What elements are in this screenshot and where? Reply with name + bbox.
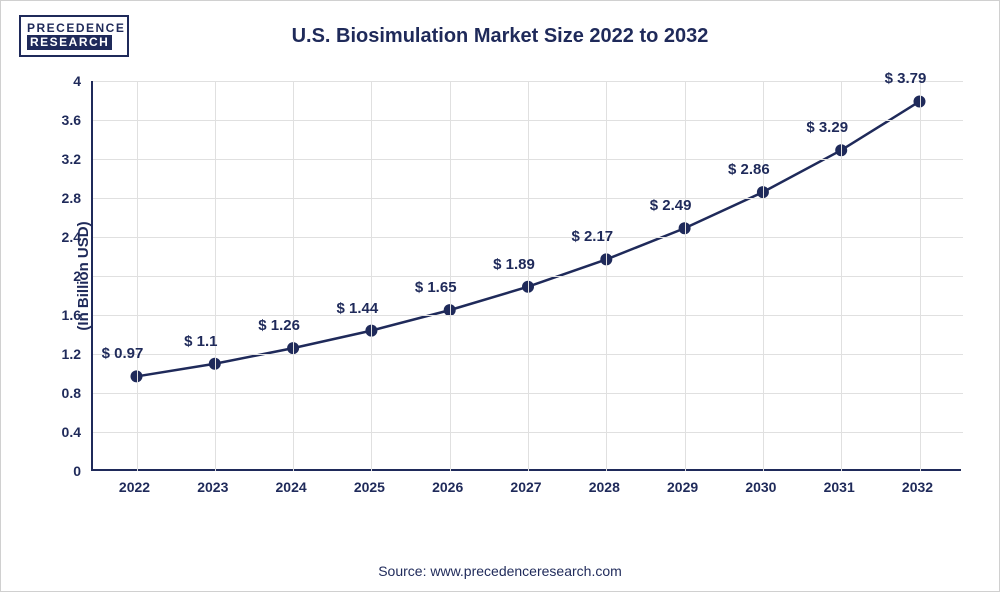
gridline-vertical — [137, 81, 138, 471]
y-tick-label: 0 — [41, 463, 81, 479]
gridline-vertical — [841, 81, 842, 471]
y-tick-label: 0.8 — [41, 385, 81, 401]
x-tick-label: 2023 — [183, 479, 243, 495]
gridline-vertical — [685, 81, 686, 471]
x-tick-label: 2027 — [496, 479, 556, 495]
source-attribution: Source: www.precedenceresearch.com — [1, 563, 999, 579]
x-tick-label: 2026 — [418, 479, 478, 495]
data-point-label: $ 1.89 — [493, 256, 535, 273]
y-tick-label: 1.2 — [41, 346, 81, 362]
data-point-label: $ 2.86 — [728, 161, 770, 178]
x-tick-label: 2028 — [574, 479, 634, 495]
gridline-vertical — [371, 81, 372, 471]
y-tick-label: 4 — [41, 73, 81, 89]
x-tick-label: 2031 — [809, 479, 869, 495]
gridline-vertical — [215, 81, 216, 471]
data-point-label: $ 3.79 — [885, 70, 927, 87]
data-point-label: $ 1.65 — [415, 279, 457, 296]
y-tick-label: 2.4 — [41, 229, 81, 245]
x-tick-label: 2022 — [105, 479, 165, 495]
gridline-vertical — [763, 81, 764, 471]
data-point-label: $ 1.44 — [337, 300, 379, 317]
data-point-label: $ 2.49 — [650, 197, 692, 214]
data-point-label: $ 1.1 — [184, 333, 217, 350]
gridline-vertical — [920, 81, 921, 471]
plot-area: $ 0.97 $ 1.1 $ 1.26 $ 1.44 $ 1.65 $ 1.89 $ 2.1… — [91, 81, 961, 471]
gridline-vertical — [450, 81, 451, 471]
y-tick-label: 0.4 — [41, 424, 81, 440]
y-tick-label: 1.6 — [41, 307, 81, 323]
x-tick-label: 2024 — [261, 479, 321, 495]
y-tick-label: 3.2 — [41, 151, 81, 167]
x-tick-label: 2025 — [339, 479, 399, 495]
gridline-vertical — [606, 81, 607, 471]
gridline-vertical — [293, 81, 294, 471]
gridline-vertical — [528, 81, 529, 471]
data-point-label: $ 1.26 — [258, 317, 300, 334]
data-point-label: $ 2.17 — [571, 228, 613, 245]
x-tick-label: 2029 — [653, 479, 713, 495]
y-tick-label: 2 — [41, 268, 81, 284]
y-tick-label: 2.8 — [41, 190, 81, 206]
chart-area: (In Billion USD) $ 0.97$ 1.1$ 1.26$ 1.44… — [91, 81, 961, 511]
y-tick-label: 3.6 — [41, 112, 81, 128]
x-tick-label: 2030 — [731, 479, 791, 495]
chart-title: U.S. Biosimulation Market Size 2022 to 2… — [1, 25, 999, 48]
data-point-label: $ 3.29 — [806, 119, 848, 136]
data-point-label: $ 0.97 — [102, 345, 144, 362]
x-tick-label: 2032 — [888, 479, 948, 495]
